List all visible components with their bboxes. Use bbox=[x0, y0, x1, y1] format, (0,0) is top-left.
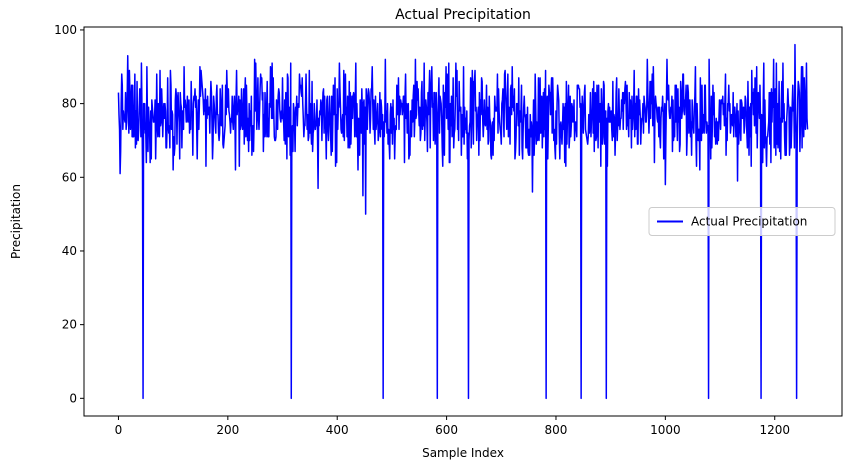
y-tick-label: 100 bbox=[54, 23, 77, 37]
y-tick-label: 40 bbox=[62, 244, 77, 258]
series-group bbox=[117, 43, 809, 400]
y-tick-label: 20 bbox=[62, 318, 77, 332]
x-tick-label: 0 bbox=[115, 423, 123, 437]
chart-title: Actual Precipitation bbox=[395, 7, 531, 23]
legend-entry-label: Actual Precipitation bbox=[691, 215, 807, 229]
y-tick-label: 80 bbox=[62, 97, 77, 111]
y-axis-label: Precipitation bbox=[9, 184, 23, 259]
x-tick-label: 600 bbox=[435, 423, 458, 437]
series-line-actual-precipitation bbox=[117, 43, 809, 400]
x-tick-label: 1200 bbox=[759, 423, 790, 437]
x-tick-label: 800 bbox=[545, 423, 568, 437]
y-tick-label: 60 bbox=[62, 170, 77, 184]
x-axis-ticks: 0 200 400 600 800 1000 1200 bbox=[115, 416, 790, 437]
y-tick-label: 0 bbox=[69, 391, 77, 405]
axes-frame bbox=[83, 26, 843, 417]
x-tick-label: 1000 bbox=[650, 423, 681, 437]
legend-box bbox=[648, 207, 836, 236]
x-tick-label: 400 bbox=[326, 423, 349, 437]
y-axis-ticks: 0 20 40 60 80 100 bbox=[54, 23, 84, 405]
legend: Actual Precipitation bbox=[648, 207, 836, 236]
x-tick-label: 200 bbox=[216, 423, 239, 437]
x-axis-label: Sample Index bbox=[422, 446, 504, 460]
